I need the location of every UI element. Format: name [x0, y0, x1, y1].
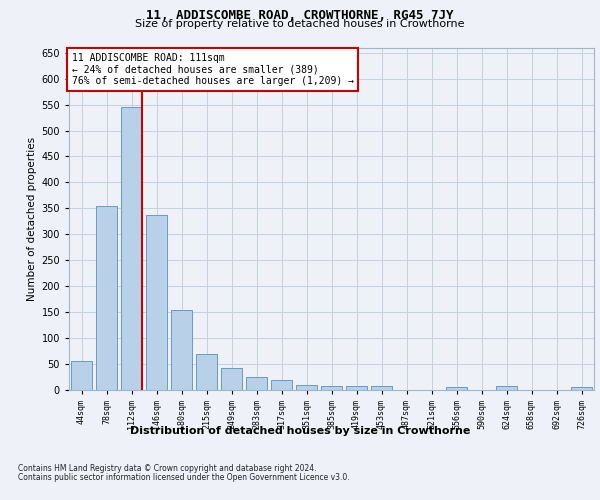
- Text: Distribution of detached houses by size in Crowthorne: Distribution of detached houses by size …: [130, 426, 470, 436]
- Bar: [246, 377, 267, 390]
- Bar: [496, 386, 517, 390]
- Bar: [146, 214, 167, 390]
- Bar: [96, 206, 117, 390]
- Bar: [171, 310, 192, 390]
- Text: 11 ADDISCOMBE ROAD: 111sqm
← 24% of detached houses are smaller (389)
76% of sem: 11 ADDISCOMBE ROAD: 111sqm ← 24% of deta…: [71, 52, 353, 86]
- Bar: [446, 388, 467, 390]
- Text: Contains public sector information licensed under the Open Government Licence v3: Contains public sector information licen…: [18, 474, 350, 482]
- Bar: [121, 107, 142, 390]
- Text: Size of property relative to detached houses in Crowthorne: Size of property relative to detached ho…: [135, 19, 465, 29]
- Bar: [221, 368, 242, 390]
- Bar: [346, 386, 367, 390]
- Text: 11, ADDISCOMBE ROAD, CROWTHORNE, RG45 7JY: 11, ADDISCOMBE ROAD, CROWTHORNE, RG45 7J…: [146, 9, 454, 22]
- Bar: [271, 380, 292, 390]
- Y-axis label: Number of detached properties: Number of detached properties: [27, 136, 37, 301]
- Bar: [371, 386, 392, 390]
- Bar: [71, 362, 92, 390]
- Bar: [571, 388, 592, 390]
- Bar: [196, 354, 217, 390]
- Text: Contains HM Land Registry data © Crown copyright and database right 2024.: Contains HM Land Registry data © Crown c…: [18, 464, 317, 473]
- Bar: [296, 385, 317, 390]
- Bar: [321, 386, 342, 390]
